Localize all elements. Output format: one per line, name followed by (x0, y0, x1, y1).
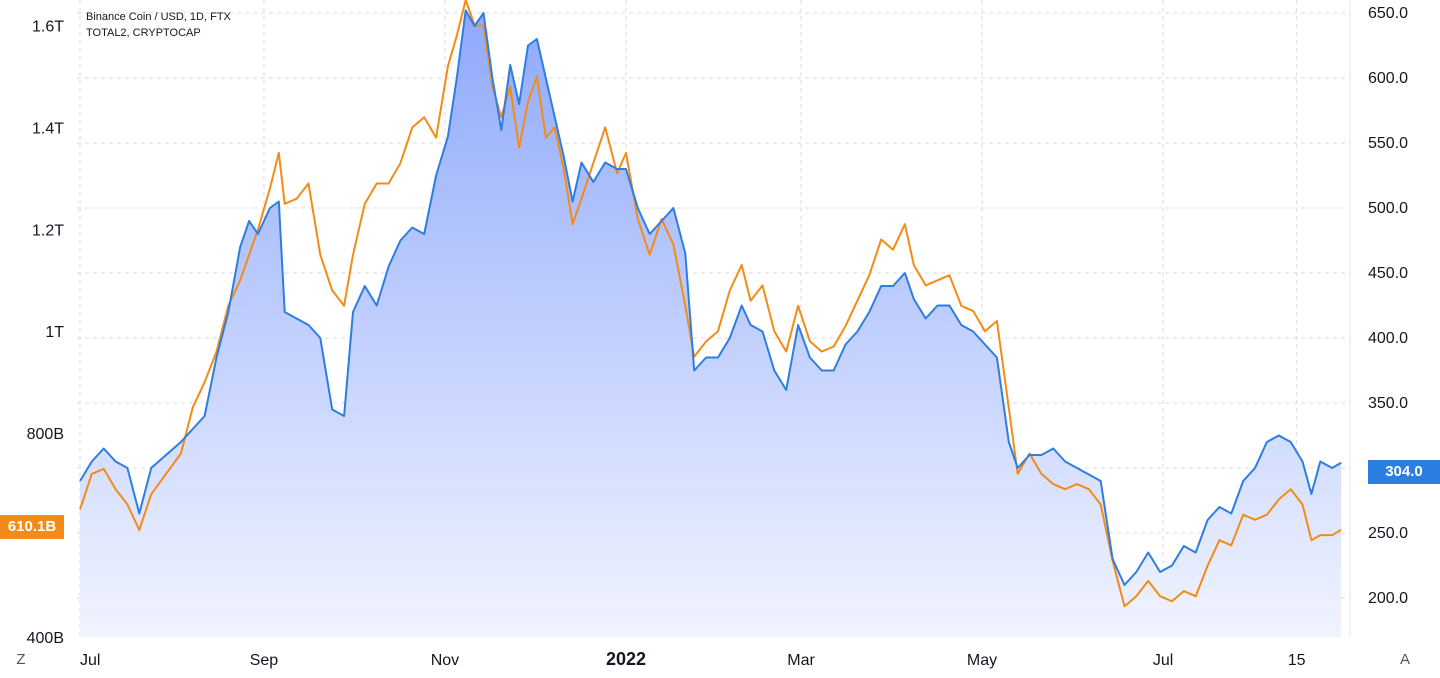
right-axis-tick: 450.0 (1368, 265, 1408, 282)
left-axis-tick: 1.2T (32, 222, 64, 239)
x-axis-tick: Jul (1153, 652, 1173, 669)
auto-scale-button[interactable]: A (1399, 651, 1410, 668)
left-axis-tick: 1.6T (32, 18, 64, 35)
right-axis-tick: 550.0 (1368, 135, 1408, 152)
total2-line (79, 0, 1342, 608)
left-axis-tick: 800B (27, 426, 64, 443)
x-axis-tick: Nov (431, 652, 459, 669)
right-axis-tick: 200.0 (1368, 590, 1408, 607)
legend-secondary-series: TOTAL2, CRYPTOCAP (86, 27, 201, 39)
right-axis-tick: 500.0 (1368, 200, 1408, 217)
right-axis-tick: 350.0 (1368, 395, 1408, 412)
x-axis-tick: 2022 (606, 649, 646, 669)
chart-legend: Binance Coin / USD, 1D, FTX TOTAL2, CRYP… (86, 9, 231, 41)
right-axis-tick: 650.0 (1368, 5, 1408, 22)
x-axis-tick: Jul (80, 652, 100, 669)
bnb-area-fill (80, 10, 1342, 637)
left-axis-tick: 400B (27, 630, 64, 647)
left-axis-tick: 1.4T (32, 120, 64, 137)
scale-z-button[interactable]: Z (16, 651, 26, 668)
x-axis-tick: May (967, 652, 997, 669)
left-axis-tick: 1T (45, 324, 64, 341)
right-axis-tick: 250.0 (1368, 525, 1408, 542)
left-last-value-badge: 610.1B (0, 515, 64, 539)
x-axis-tick: Sep (250, 652, 279, 669)
series-layer (79, 0, 1342, 637)
legend-primary-series: Binance Coin / USD, 1D, FTX (86, 11, 231, 23)
right-axis-tick: 400.0 (1368, 330, 1408, 347)
right-last-value-badge: 304.0 (1368, 460, 1440, 484)
bnb-line (79, 9, 1342, 586)
right-axis-tick: 600.0 (1368, 70, 1408, 87)
x-axis-tick: 15 (1288, 652, 1306, 669)
x-axis-tick: Mar (787, 652, 815, 669)
